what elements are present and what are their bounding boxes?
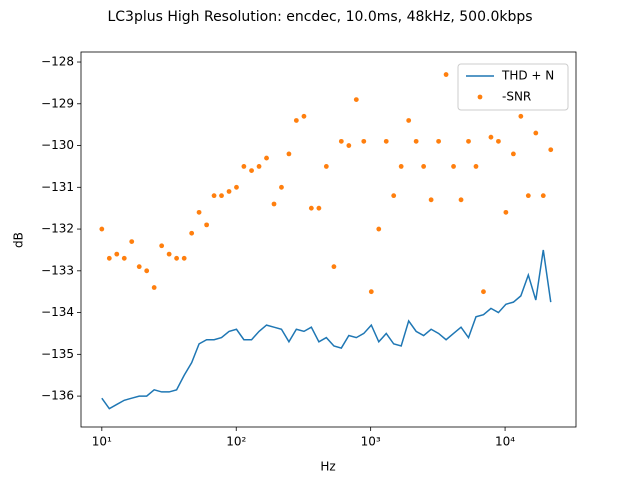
scatter-point	[189, 230, 195, 236]
scatter-point	[525, 193, 531, 199]
y-tick-label: −136	[41, 389, 74, 403]
scatter-point	[361, 138, 367, 144]
scatter-point	[323, 164, 329, 169]
y-axis-label: dB	[12, 232, 26, 248]
scatter-point	[510, 151, 516, 157]
scatter-point	[458, 197, 464, 203]
scatter-point	[391, 193, 397, 199]
y-tick-label: −131	[41, 180, 74, 194]
scatter-point	[338, 138, 344, 144]
scatter-point	[496, 138, 501, 144]
scatter-point	[136, 264, 142, 270]
scatter-point	[503, 209, 509, 215]
scatter-point	[204, 222, 210, 228]
scatter-point	[226, 189, 232, 194]
chart-title: LC3plus High Resolution: encdec, 10.0ms,…	[107, 9, 532, 25]
axes-frame	[80, 51, 577, 428]
scatter-point	[271, 201, 277, 207]
scatter-point	[421, 164, 427, 169]
scatter-point	[346, 143, 352, 148]
scatter-point	[249, 168, 254, 173]
scatter-point	[376, 226, 382, 232]
scatter-point	[353, 97, 359, 103]
scatter-point	[256, 164, 262, 169]
scatter-point	[383, 138, 389, 144]
y-tick-label: −132	[41, 222, 74, 236]
scatter-point	[473, 164, 479, 169]
legend-label: THD + N	[501, 69, 554, 83]
scatter-point	[99, 226, 105, 232]
scatter-point	[166, 251, 172, 257]
scatter-point	[443, 72, 449, 77]
scatter-point	[308, 205, 314, 211]
x-tick-label: 10³	[361, 435, 381, 449]
scatter-point	[174, 255, 179, 261]
scatter-point	[151, 285, 157, 290]
scatter-point	[451, 164, 456, 169]
scatter-point	[533, 130, 539, 136]
scatter-point	[398, 164, 404, 169]
scatter-point	[428, 197, 434, 203]
scatter-point	[466, 138, 471, 144]
scatter-point	[436, 138, 441, 144]
series-line	[101, 249, 552, 410]
scatter-point	[234, 184, 239, 190]
scatter-point	[518, 113, 524, 119]
scatter-point	[211, 193, 217, 199]
scatter-point	[301, 113, 307, 119]
scatter-point	[406, 118, 412, 123]
y-tick-label: −128	[41, 55, 74, 69]
scatter-point	[144, 268, 150, 274]
scatter-point	[540, 193, 546, 199]
scatter-point	[264, 155, 269, 161]
y-tick-label: −134	[41, 305, 74, 319]
x-tick-label: 10²	[226, 435, 246, 449]
scatter-point	[279, 184, 284, 190]
scatter-point	[196, 209, 202, 215]
scatter-point	[331, 264, 337, 270]
scatter-point	[106, 255, 112, 261]
legend: THD + N -SNR	[457, 63, 569, 111]
scatter-point	[481, 289, 486, 295]
x-axis-label: Hz	[320, 460, 335, 474]
scatter-point	[293, 118, 299, 123]
scatter-point	[488, 134, 494, 140]
scatter-point	[219, 193, 224, 199]
scatter-point	[159, 243, 165, 249]
scatter-point	[181, 255, 187, 261]
y-tick-label: −129	[41, 96, 74, 110]
scatter-point	[286, 151, 292, 157]
scatter-point	[129, 239, 135, 244]
scatter-point	[121, 255, 127, 261]
legend-swatch	[477, 94, 483, 100]
scatter-point	[548, 147, 554, 153]
y-tick-label: −130	[41, 138, 74, 152]
scatter-point	[114, 251, 120, 257]
legend-label: -SNR	[502, 90, 531, 104]
y-tick-label: −135	[41, 347, 74, 361]
y-tick-label: −133	[41, 263, 74, 277]
scatter-point	[413, 138, 419, 144]
scatter-point	[316, 205, 322, 211]
scatter-point	[368, 289, 374, 295]
x-tick-label: 10⁴	[495, 435, 515, 449]
x-tick-label: 10¹	[92, 435, 112, 449]
scatter-point	[241, 164, 247, 169]
